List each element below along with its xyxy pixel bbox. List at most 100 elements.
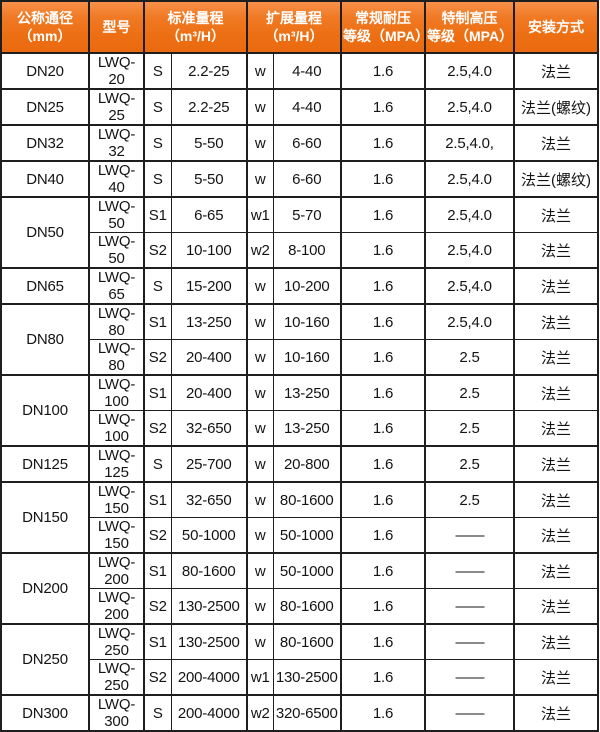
cell-pressure: 1.6 — [341, 694, 426, 731]
cell-high-pressure: 2.5 — [425, 445, 515, 482]
table-row: LWQ-250 S2 200-4000 w1 130-2500 1.6 —— 法… — [1, 659, 599, 695]
cell-model: LWQ-100 — [89, 410, 145, 446]
cell-install: 法兰 — [514, 517, 599, 553]
cell-install: 法兰 — [514, 124, 599, 161]
cell-std-range: 20-400 — [171, 374, 248, 411]
table-row: DN32 LWQ-32 S 5-50 w 6-60 1.6 2.5,4.0, 法… — [1, 124, 599, 161]
cell-install: 法兰 — [514, 339, 599, 375]
cell-model: LWQ-300 — [89, 694, 145, 731]
cell-install: 法兰 — [514, 267, 599, 304]
cell-ext-mark: w — [247, 267, 274, 304]
cell-install: 法兰 — [514, 552, 599, 589]
cell-pressure: 1.6 — [341, 588, 426, 624]
cell-std-range: 25-700 — [171, 445, 248, 482]
cell-dn: DN20 — [1, 52, 90, 89]
cell-model: LWQ-125 — [89, 445, 145, 482]
cell-model: LWQ-100 — [89, 374, 145, 411]
cell-pressure: 1.6 — [341, 517, 426, 553]
cell-std-mark: S2 — [144, 232, 172, 268]
cell-high-pressure: 2.5 — [425, 481, 515, 518]
cell-install: 法兰 — [514, 659, 599, 695]
cell-install: 法兰(螺纹) — [514, 88, 599, 125]
cell-std-range: 6-65 — [171, 196, 248, 233]
cell-std-range: 32-650 — [171, 410, 248, 446]
cell-ext-mark: w2 — [247, 232, 274, 268]
cell-std-range: 13-250 — [171, 303, 248, 340]
table-row: LWQ-200 S2 130-2500 w 80-1600 1.6 —— 法兰 — [1, 588, 599, 624]
cell-ext-range: 80-1600 — [273, 481, 342, 518]
cell-ext-range: 320-6500 — [273, 694, 342, 731]
cell-pressure: 1.6 — [341, 552, 426, 589]
cell-ext-mark: w — [247, 623, 274, 660]
cell-install: 法兰 — [514, 481, 599, 518]
cell-ext-range: 4-40 — [273, 52, 342, 89]
cell-dn: DN40 — [1, 160, 90, 197]
cell-dn: DN32 — [1, 124, 90, 161]
cell-dn: DN100 — [1, 374, 90, 446]
cell-std-range: 10-100 — [171, 232, 248, 268]
table-row: DN50 LWQ-50 S1 6-65 w1 5-70 1.6 2.5,4.0 … — [1, 196, 599, 268]
cell-std-range: 2.2-25 — [171, 52, 248, 89]
cell-pressure: 1.6 — [341, 339, 426, 375]
cell-model: LWQ-80 — [89, 303, 145, 340]
cell-high-pressure: —— — [425, 588, 515, 624]
cell-model: LWQ-150 — [89, 481, 145, 518]
cell-std-mark: S2 — [144, 588, 172, 624]
cell-dn: DN300 — [1, 694, 90, 731]
cell-model: LWQ-40 — [89, 160, 145, 197]
cell-ext-range: 5-70 — [273, 196, 342, 233]
cell-pressure: 1.6 — [341, 410, 426, 446]
cell-model: LWQ-250 — [89, 659, 145, 695]
cell-install: 法兰 — [514, 232, 599, 268]
cell-std-mark: S — [144, 694, 172, 731]
cell-model: LWQ-250 — [89, 623, 145, 660]
cell-ext-range: 4-40 — [273, 88, 342, 125]
cell-std-mark: S1 — [144, 196, 172, 233]
cell-install: 法兰 — [514, 52, 599, 89]
cell-ext-range: 80-1600 — [273, 588, 342, 624]
cell-std-range: 200-4000 — [171, 694, 248, 731]
cell-std-mark: S — [144, 445, 172, 482]
cell-std-mark: S — [144, 88, 172, 125]
cell-ext-mark: w — [247, 88, 274, 125]
header-high-pressure: 特制高压 等级（MPA） — [425, 1, 515, 54]
cell-pressure: 1.6 — [341, 196, 426, 233]
cell-ext-range: 10-160 — [273, 339, 342, 375]
table-row: LWQ-80 S2 20-400 w 10-160 1.6 2.5 法兰 — [1, 339, 599, 375]
cell-ext-mark: w1 — [247, 659, 274, 695]
cell-model: LWQ-50 — [89, 232, 145, 268]
cell-dn: DN200 — [1, 552, 90, 624]
cell-ext-range: 10-160 — [273, 303, 342, 340]
cell-ext-range: 80-1600 — [273, 623, 342, 660]
cell-model: LWQ-65 — [89, 267, 145, 304]
cell-dn: DN65 — [1, 267, 90, 304]
cell-std-range: 15-200 — [171, 267, 248, 304]
cell-dn: DN80 — [1, 303, 90, 375]
cell-high-pressure: 2.5,4.0 — [425, 232, 515, 268]
cell-ext-range: 50-1000 — [273, 552, 342, 589]
cell-high-pressure: 2.5,4.0 — [425, 88, 515, 125]
cell-model: LWQ-200 — [89, 588, 145, 624]
cell-install: 法兰 — [514, 694, 599, 731]
cell-model: LWQ-50 — [89, 196, 145, 233]
cell-ext-range: 10-200 — [273, 267, 342, 304]
cell-pressure: 1.6 — [341, 659, 426, 695]
cell-pressure: 1.6 — [341, 88, 426, 125]
cell-std-range: 80-1600 — [171, 552, 248, 589]
cell-ext-mark: w — [247, 124, 274, 161]
cell-model: LWQ-200 — [89, 552, 145, 589]
cell-install: 法兰 — [514, 303, 599, 340]
cell-high-pressure: —— — [425, 552, 515, 589]
cell-pressure: 1.6 — [341, 160, 426, 197]
cell-std-mark: S2 — [144, 410, 172, 446]
cell-pressure: 1.6 — [341, 374, 426, 411]
cell-pressure: 1.6 — [341, 303, 426, 340]
cell-high-pressure: —— — [425, 623, 515, 660]
cell-install: 法兰 — [514, 588, 599, 624]
cell-std-mark: S1 — [144, 303, 172, 340]
cell-ext-range: 6-60 — [273, 124, 342, 161]
cell-dn: DN125 — [1, 445, 90, 482]
cell-ext-mark: w — [247, 552, 274, 589]
cell-pressure: 1.6 — [341, 267, 426, 304]
